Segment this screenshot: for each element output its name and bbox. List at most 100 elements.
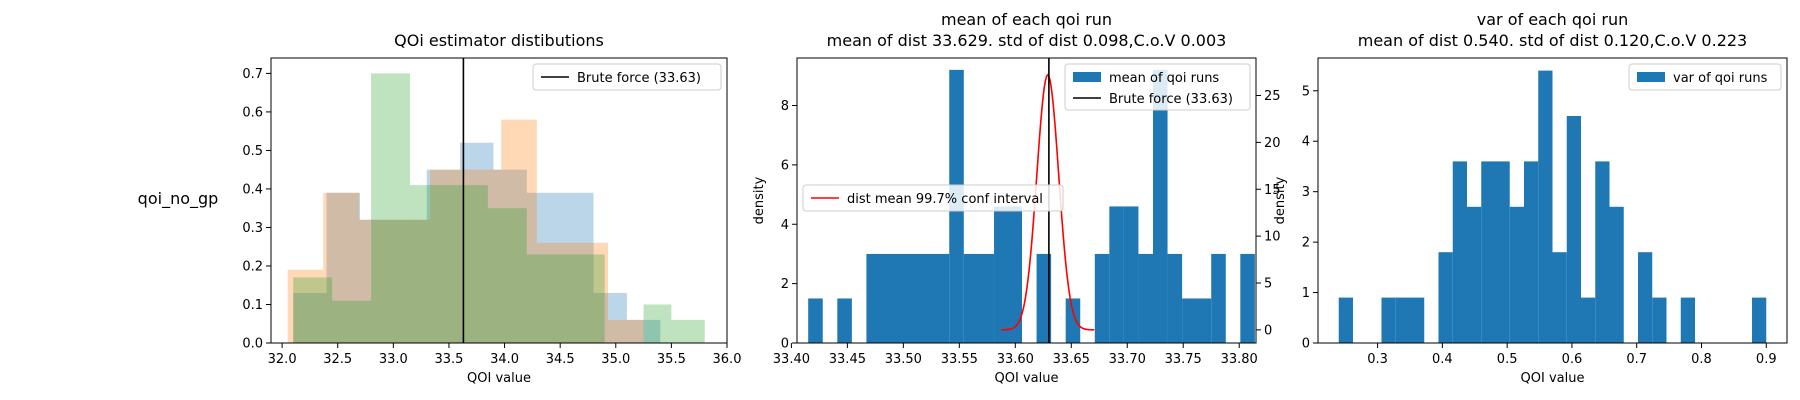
histogram-bar [1438, 252, 1453, 343]
y-axis-label: density [752, 176, 767, 224]
y2-tick-label: 15 [1264, 183, 1281, 198]
histogram-bar [1566, 116, 1582, 343]
x-tick-label: 32.5 [323, 352, 352, 367]
x-tick-label: 33.60 [997, 352, 1034, 367]
x-axis-label: QOI value [467, 371, 531, 386]
histogram-bar [1138, 253, 1154, 343]
x-tick-label: 0.8 [1691, 352, 1712, 367]
y-tick-label: 8 [781, 99, 789, 114]
histogram-bar-series-3 [332, 300, 372, 343]
histogram-bar [1495, 161, 1510, 343]
histogram-bar [1452, 161, 1467, 343]
histogram-bar [1153, 69, 1168, 343]
x-tick-label: 35.5 [657, 352, 686, 367]
row-label: qoi_no_gp [138, 189, 219, 209]
legend-label-var: var of qoi runs [1673, 71, 1768, 86]
histogram-bar [1381, 297, 1396, 343]
y-tick-label: 0.6 [242, 105, 263, 120]
histogram-bar [1609, 206, 1624, 343]
histogram-bar-series-2 [430, 169, 466, 343]
x-tick-label: 0.4 [1432, 352, 1453, 367]
histogram-bar [1581, 297, 1596, 343]
histogram-bar-series-2 [607, 319, 644, 343]
histogram-bar-series-2 [465, 169, 502, 343]
histogram-bar [1123, 206, 1139, 343]
y-tick-label: 3 [1302, 185, 1310, 200]
y-tick-label: 4 [781, 218, 789, 233]
x-tick-label: 33.50 [885, 352, 922, 367]
legend-label-brute-force: Brute force (33.63) [577, 71, 701, 86]
histogram-bar [1595, 161, 1610, 343]
x-tick-label: 0.9 [1756, 352, 1777, 367]
y-tick-label: 0.3 [242, 221, 263, 236]
y-tick-label: 0 [781, 337, 789, 352]
x-tick-label: 33.80 [1221, 352, 1258, 367]
histogram-bar-series-2 [358, 219, 395, 343]
histogram-bar-series-1 [359, 219, 394, 343]
histogram-bar-series-3 [643, 304, 672, 343]
chart-var-of-each-qoi-run: 0.3 0.4 0.5 0.6 0.7 0.8 0.9 0 1 2 3 4 5 QOI value dens… [1273, 10, 1788, 386]
y-tick-label: 6 [781, 158, 789, 173]
histogram-bar-series-3 [448, 185, 488, 343]
chart-title: mean of each qoi run [941, 10, 1112, 29]
chart-title: var of each qoi run [1477, 10, 1628, 29]
histogram-bar [1167, 253, 1183, 343]
y2-tick-label: 5 [1264, 277, 1272, 292]
histogram-bar [1036, 253, 1052, 343]
legend-label-conf-interval: dist mean 99.7% conf interval [847, 192, 1043, 207]
y-tick-label: 1 [1302, 286, 1310, 301]
x-tick-label: 33.65 [1053, 352, 1090, 367]
histogram-bar [1409, 297, 1425, 343]
y-tick-label: 2 [1302, 236, 1310, 251]
y-tick-label: 4 [1302, 135, 1310, 150]
histogram-bar-series-1 [526, 192, 561, 343]
x-axis-label: QOI value [1521, 371, 1585, 386]
legend-label-mean: mean of qoi runs [1109, 71, 1219, 86]
histogram-bar [1338, 297, 1353, 343]
y-tick-label: 5 [1302, 84, 1310, 99]
histogram-bar-series-3 [371, 73, 411, 344]
chart-qoi-estimator-distributions: 32.0 32.5 33.0 33.5 34.0 34.5 35.0 35.5 36.0 0.0 0… [242, 31, 741, 386]
legend-box [1064, 63, 1251, 111]
histogram-bar-series-2 [572, 242, 608, 343]
histogram-bar-series-1 [560, 192, 594, 343]
histogram-bar [994, 206, 1023, 343]
chart-subtitle: mean of dist 0.540. std of dist 0.120,C.… [1358, 31, 1747, 50]
y-tick-label: 0.2 [242, 259, 263, 274]
histogram-bar-series-3 [410, 185, 449, 343]
x-tick-label: 33.55 [941, 352, 978, 367]
histogram-bar-series-1 [293, 292, 327, 343]
plot-frame [270, 57, 728, 344]
legend-box [1628, 63, 1782, 91]
y-tick-label: 0.1 [242, 298, 263, 313]
y2-tick-label: 20 [1264, 136, 1281, 151]
histogram-bar [1240, 253, 1255, 343]
histogram-bar [1211, 253, 1226, 343]
histogram-bar-series-1 [426, 169, 461, 343]
y2-tick-label: 10 [1264, 230, 1281, 245]
y-axis-label: density [1273, 176, 1288, 224]
histogram-bar-series-2 [536, 242, 573, 343]
legend-swatch-var [1637, 72, 1665, 82]
histogram-bar [866, 253, 950, 343]
histogram-bar [1538, 70, 1553, 343]
histogram-bar-series-2 [501, 119, 537, 344]
x-tick-label: 33.40 [773, 352, 810, 367]
y-tick-label: 2 [781, 277, 789, 292]
histogram-bar [1552, 252, 1567, 343]
x-tick-label: 0.7 [1626, 352, 1647, 367]
histogram-bar [1481, 161, 1496, 343]
histogram-bar-series-2 [287, 269, 324, 343]
legend-label-brute-force: Brute force (33.63) [1109, 92, 1233, 107]
chart-subtitle: mean of dist 33.629. std of dist 0.098,C… [827, 31, 1227, 50]
x-tick-label: 33.0 [379, 352, 408, 367]
y-tick-label: 0.0 [242, 337, 263, 352]
x-tick-label: 33.5 [434, 352, 463, 367]
chart-title: QOi estimator distibutions [394, 31, 604, 50]
confidence-interval-curve [1001, 73, 1095, 331]
histogram-bar-series-1 [626, 319, 661, 343]
x-tick-label: 32.0 [268, 352, 297, 367]
x-tick-label: 33.45 [829, 352, 866, 367]
histogram-bar [1638, 252, 1653, 343]
